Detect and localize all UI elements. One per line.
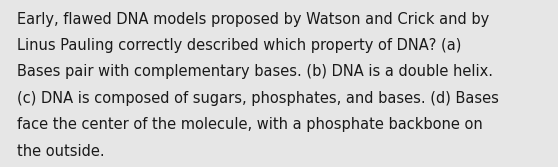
Text: the outside.: the outside.: [17, 144, 104, 159]
Text: face the center of the molecule, with a phosphate backbone on: face the center of the molecule, with a …: [17, 117, 483, 132]
Text: (c) DNA is composed of sugars, phosphates, and bases. (d) Bases: (c) DNA is composed of sugars, phosphate…: [17, 91, 499, 106]
Text: Bases pair with complementary bases. (b) DNA is a double helix.: Bases pair with complementary bases. (b)…: [17, 64, 493, 79]
Text: Early, flawed DNA models proposed by Watson and Crick and by: Early, flawed DNA models proposed by Wat…: [17, 12, 489, 27]
Text: Linus Pauling correctly described which property of DNA? (a): Linus Pauling correctly described which …: [17, 38, 461, 53]
